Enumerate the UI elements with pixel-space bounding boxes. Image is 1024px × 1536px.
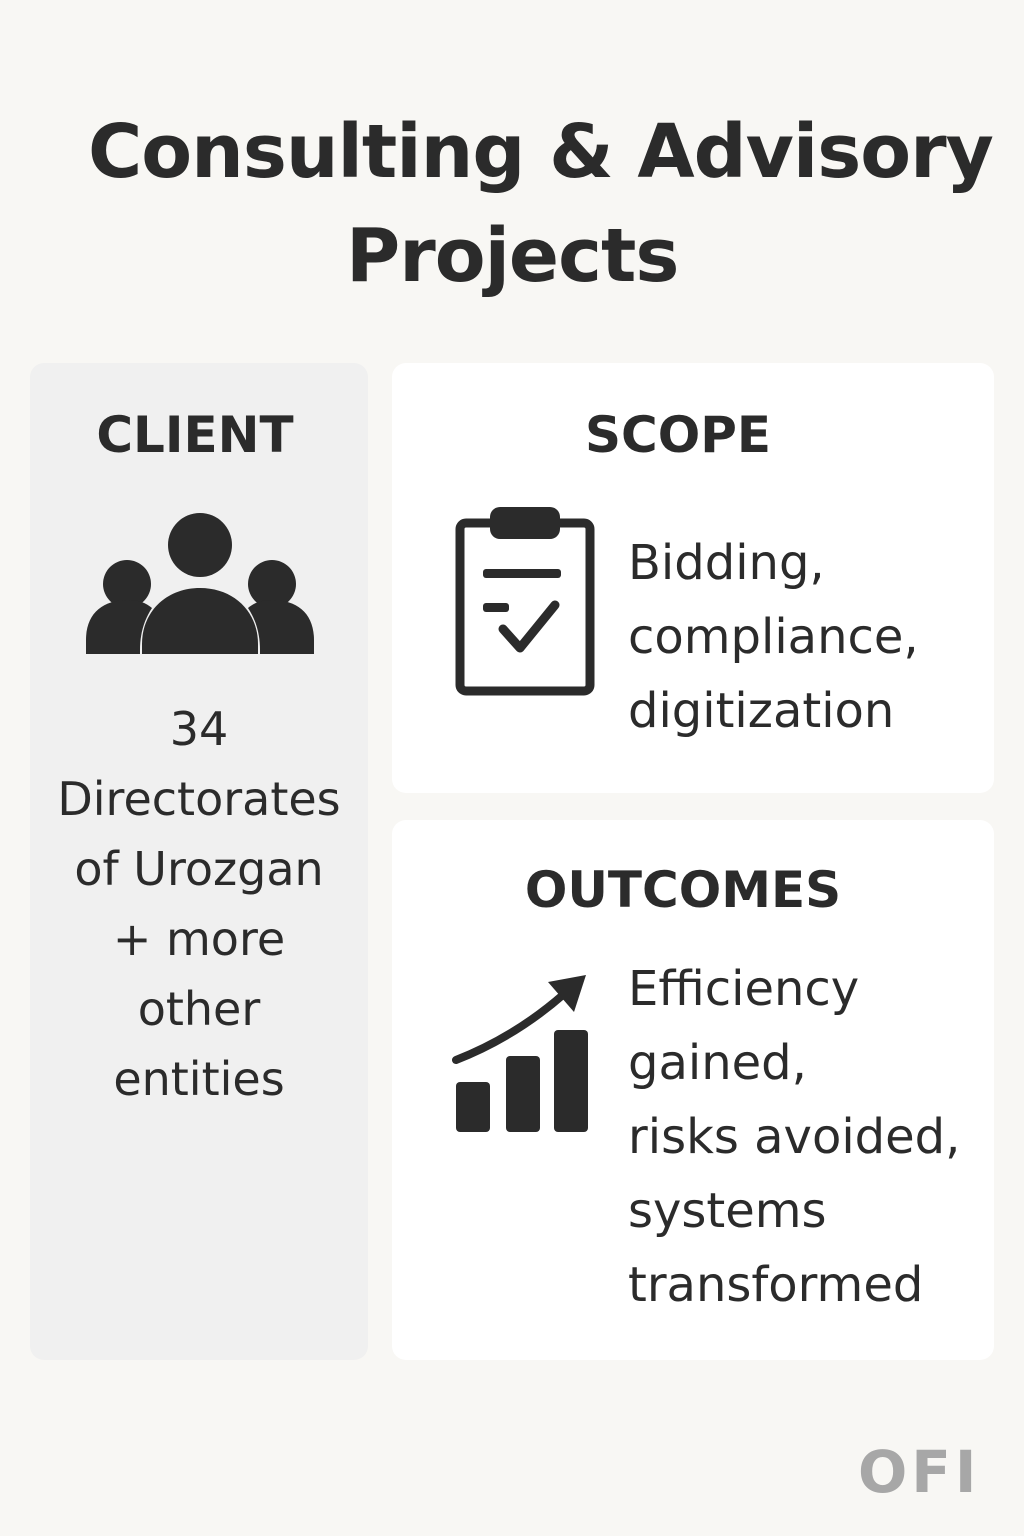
outcomes-heading: OUTCOMES	[524, 861, 842, 919]
outcomes-line: Efficiency	[628, 961, 860, 1017]
outcomes-line: systems	[628, 1183, 827, 1239]
client-line: Directorates	[57, 772, 341, 826]
scope-line: compliance,	[628, 609, 919, 665]
client-line: of Urozgan	[74, 842, 324, 896]
outcomes-line: gained,	[628, 1035, 807, 1091]
title-line-1: Consulting & Advisory	[88, 109, 994, 195]
outcomes-description: Efficiency gained, risks avoided, system…	[628, 952, 960, 1322]
logo: OFI	[858, 1438, 981, 1506]
page-title: Consulting & Advisory Projects	[0, 100, 1024, 308]
scope-heading: SCOPE	[584, 406, 771, 464]
outcomes-card: OUTCOMES	[392, 820, 994, 1360]
outcomes-line: risks avoided,	[628, 1109, 961, 1165]
clipboard-check-icon	[455, 507, 595, 696]
outcomes-line: transformed	[628, 1257, 924, 1313]
scope-line: Bidding,	[628, 535, 825, 591]
client-description: 34 Directorates of Urozgan + more other …	[30, 694, 368, 1114]
client-line: + more	[112, 912, 286, 966]
title-line-2: Projects	[346, 213, 679, 299]
client-line: 34	[169, 702, 229, 756]
client-line: entities	[113, 1052, 285, 1106]
client-line: other	[137, 982, 261, 1036]
people-group-icon	[86, 513, 314, 654]
growth-chart-icon	[452, 975, 588, 1132]
scope-line: digitization	[628, 683, 895, 739]
scope-description: Bidding, compliance, digitization	[628, 526, 919, 748]
client-heading: CLIENT	[96, 406, 294, 464]
